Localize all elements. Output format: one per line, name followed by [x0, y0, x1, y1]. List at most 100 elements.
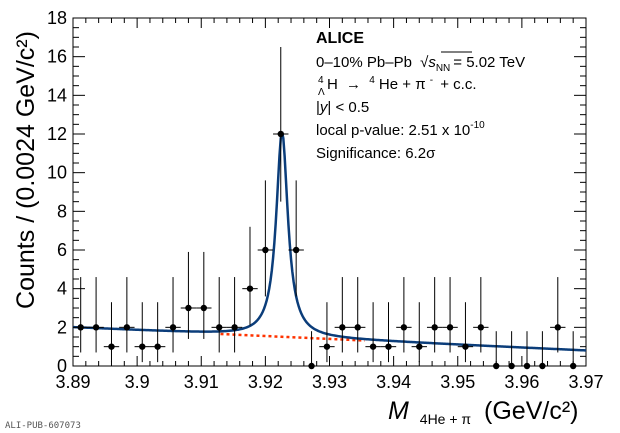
data-point [88, 277, 104, 353]
data-marker [123, 324, 131, 331]
data-marker [400, 324, 408, 331]
data-marker [139, 343, 146, 350]
data-point [288, 180, 304, 297]
x-tick-label: 3.93 [312, 372, 347, 392]
data-point [565, 331, 581, 370]
data-point [396, 277, 412, 353]
legend-collision: 0–10% Pb–Pb √sNN = 5.02 TeV [316, 54, 525, 74]
y-tick-label: 8 [57, 201, 67, 221]
data-point [365, 302, 381, 363]
data-point [73, 277, 89, 353]
data-points-layer [73, 47, 581, 370]
data-marker [446, 324, 454, 331]
y-tick-label: 14 [47, 85, 67, 105]
data-marker [216, 324, 223, 331]
data-point [426, 277, 443, 353]
data-marker [231, 324, 238, 331]
data-marker [493, 362, 500, 370]
legend-rapidity: |y| < 0.5 [316, 99, 369, 116]
data-point [273, 47, 289, 202]
legend-rapidity-y: y [319, 99, 329, 116]
legend-decay-daughter: He + π [379, 76, 426, 93]
data-marker [77, 324, 84, 331]
x-axis-title: M 4He + π (GeV/c²) [388, 397, 578, 430]
data-marker [323, 343, 331, 350]
legend-decay-mother: H [327, 76, 338, 93]
data-marker [354, 324, 361, 331]
data-marker [277, 130, 284, 138]
data-point [380, 302, 397, 363]
data-point [319, 302, 335, 363]
data-marker [508, 362, 515, 370]
data-point [550, 277, 566, 353]
data-marker [539, 362, 546, 370]
background-fit-layer [220, 332, 365, 342]
publication-id: ALI-PUB-607073 [5, 421, 81, 431]
y-tick-label: 2 [57, 317, 67, 337]
x-tick-label: 3.95 [440, 372, 475, 392]
x-tick-label: 3.94 [376, 372, 411, 392]
legend-pvalue-exp: -10 [470, 120, 485, 131]
x-tick-label: 3.97 [568, 372, 603, 392]
data-point [303, 331, 320, 370]
x-tick-label: 3.89 [55, 372, 90, 392]
legend-decay: 4 Λ H → 4 He + π - + c.c. [318, 70, 477, 99]
y-tick-label: 4 [57, 279, 67, 299]
y-axis-title: Counts / (0.0024 GeV/c²) [12, 31, 40, 309]
legend-decay-arrow: → [346, 76, 361, 93]
legend-decay-pion-sup: - [430, 75, 433, 86]
data-point [503, 331, 520, 370]
x-tick-label: 3.9 [125, 372, 150, 392]
data-point [457, 302, 474, 363]
x-axis-title-main: M [388, 397, 409, 425]
data-marker [369, 343, 377, 350]
data-marker [262, 246, 269, 254]
legend-rapidity-rest: | < 0.5 [327, 99, 369, 116]
y-tick-label: 6 [57, 240, 67, 260]
data-point [442, 277, 458, 353]
data-point [165, 277, 181, 353]
background-fit-line [220, 332, 365, 342]
data-marker [246, 285, 254, 292]
legend-sqrt-symbol: √ [420, 54, 429, 71]
data-point [473, 277, 489, 353]
data-marker [416, 343, 423, 350]
data-marker [431, 324, 438, 331]
data-marker [477, 324, 485, 331]
data-marker [523, 362, 531, 370]
data-point [211, 277, 227, 353]
data-point [226, 277, 243, 353]
legend-significance: Significance: 6.2σ [316, 145, 436, 162]
x-axis-title-unit: (GeV/c²) [484, 397, 578, 425]
data-marker [154, 343, 161, 350]
y-tick-label: 16 [47, 47, 67, 67]
data-point [242, 226, 258, 326]
data-marker [92, 324, 100, 331]
data-marker [200, 304, 208, 312]
data-point [103, 302, 120, 363]
signal-fit-line [72, 131, 587, 352]
data-point [149, 302, 166, 363]
y-tick-label: 10 [47, 163, 67, 183]
data-marker [569, 362, 577, 370]
data-marker [554, 324, 561, 331]
data-point [196, 251, 212, 339]
legend-sqrt-s: s [428, 54, 436, 71]
data-marker [292, 246, 300, 254]
y-tick-label: 0 [57, 356, 67, 376]
data-marker [339, 324, 346, 331]
data-marker [169, 324, 177, 331]
legend-decay-mother-sub: Λ [318, 87, 325, 98]
data-point [180, 251, 197, 339]
signal-fit-layer [72, 131, 587, 352]
legend-experiment: ALICE [316, 30, 364, 47]
legend-sqrt-value: = 5.02 TeV [453, 54, 525, 71]
legend-pvalue-prefix: local p-value: 2.51 x 10 [316, 122, 470, 139]
legend-decay-cc: + c.c. [440, 76, 476, 93]
legend-decay-daughter-sup: 4 [369, 75, 375, 86]
data-point [350, 277, 366, 353]
data-point [334, 277, 351, 353]
y-tick-label: 18 [47, 8, 67, 28]
axis-ticks [72, 17, 587, 367]
data-marker [308, 362, 315, 370]
